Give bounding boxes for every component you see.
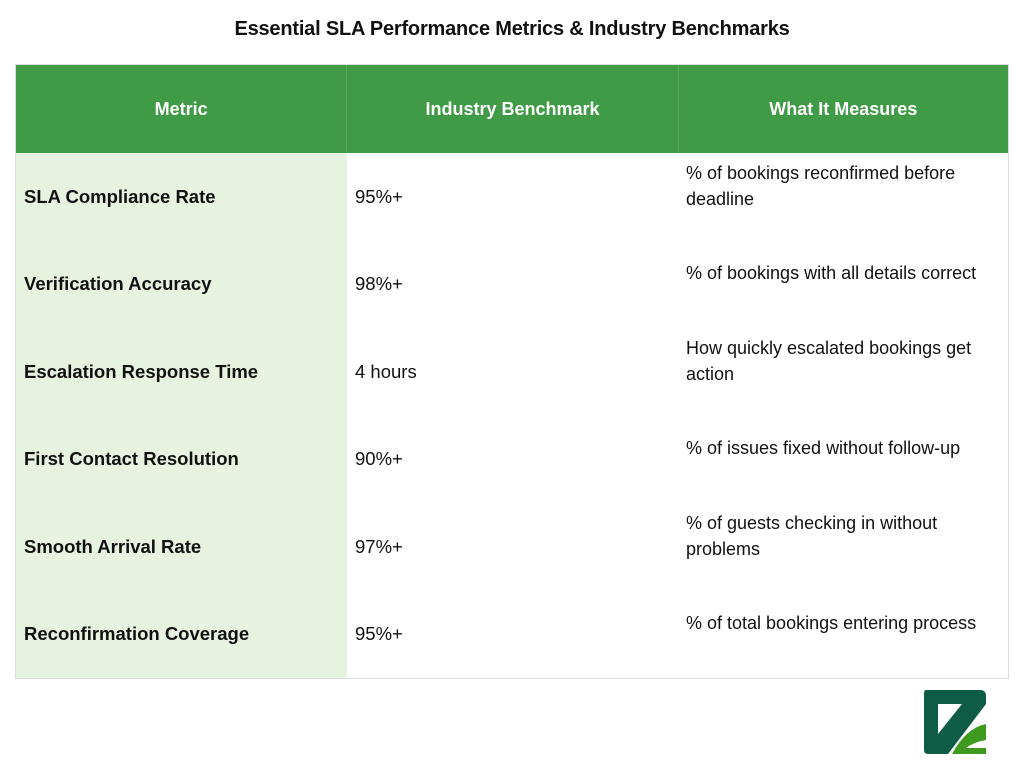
header-benchmark: Industry Benchmark bbox=[347, 65, 679, 153]
header-metric: Metric bbox=[16, 65, 348, 153]
measures-cell: % of issues fixed without follow-up bbox=[678, 416, 1008, 504]
benchmark-cell: 90%+ bbox=[355, 448, 403, 470]
page-title: Essential SLA Performance Metrics & Indu… bbox=[234, 18, 790, 40]
measures-cell: How quickly escalated bookings get actio… bbox=[678, 328, 1008, 416]
metric-cell: Smooth Arrival Rate bbox=[16, 503, 347, 591]
brand-logo-icon bbox=[924, 690, 986, 754]
measures-cell: % of bookings reconfirmed before deadlin… bbox=[678, 153, 1008, 241]
benchmark-cell: 4 hours bbox=[355, 360, 417, 382]
table-row: Reconfirmation Coverage 95%+ % of total … bbox=[16, 590, 1008, 679]
measures-text: % of bookings reconfirmed before deadlin… bbox=[686, 162, 956, 209]
measures-text: % of guests checking in without problems bbox=[686, 512, 938, 559]
benchmark-cell: 97%+ bbox=[355, 535, 403, 557]
metric-cell: Verification Accuracy bbox=[16, 240, 347, 328]
measures-text: How quickly escalated bookings get actio… bbox=[686, 337, 972, 384]
header-measures: What It Measures bbox=[769, 98, 918, 119]
table-row: SLA Compliance Rate 95%+ % of bookings r… bbox=[16, 153, 1008, 241]
measures-text: % of total bookings entering process bbox=[686, 613, 977, 634]
benchmark-cell: 98%+ bbox=[355, 273, 403, 295]
table-row: Verification Accuracy 98%+ % of bookings… bbox=[16, 240, 1008, 329]
measures-text: % of issues fixed without follow-up bbox=[686, 438, 961, 459]
benchmark-cell: 95%+ bbox=[355, 623, 403, 645]
metrics-table: Metric Industry Benchmark What It Measur… bbox=[15, 64, 1009, 679]
metric-cell: Escalation Response Time bbox=[16, 328, 347, 416]
measures-cell: % of guests checking in without problems bbox=[678, 503, 1008, 591]
measures-cell: % of total bookings entering process bbox=[678, 591, 1008, 679]
metric-cell: Reconfirmation Coverage bbox=[16, 590, 347, 678]
table-row: Smooth Arrival Rate 97%+ % of guests che… bbox=[16, 503, 1008, 591]
metric-cell: First Contact Resolution bbox=[16, 415, 347, 503]
table-header: Metric Industry Benchmark What It Measur… bbox=[16, 65, 1008, 153]
measures-cell: % of bookings with all details correct bbox=[678, 241, 1008, 329]
measures-text: % of bookings with all details correct bbox=[686, 263, 977, 284]
metric-cell: SLA Compliance Rate bbox=[16, 153, 347, 241]
table-row: First Contact Resolution 90%+ % of issue… bbox=[16, 415, 1008, 504]
table-row: Escalation Response Time 4 hours How qui… bbox=[16, 328, 1008, 416]
benchmark-cell: 95%+ bbox=[355, 185, 403, 207]
